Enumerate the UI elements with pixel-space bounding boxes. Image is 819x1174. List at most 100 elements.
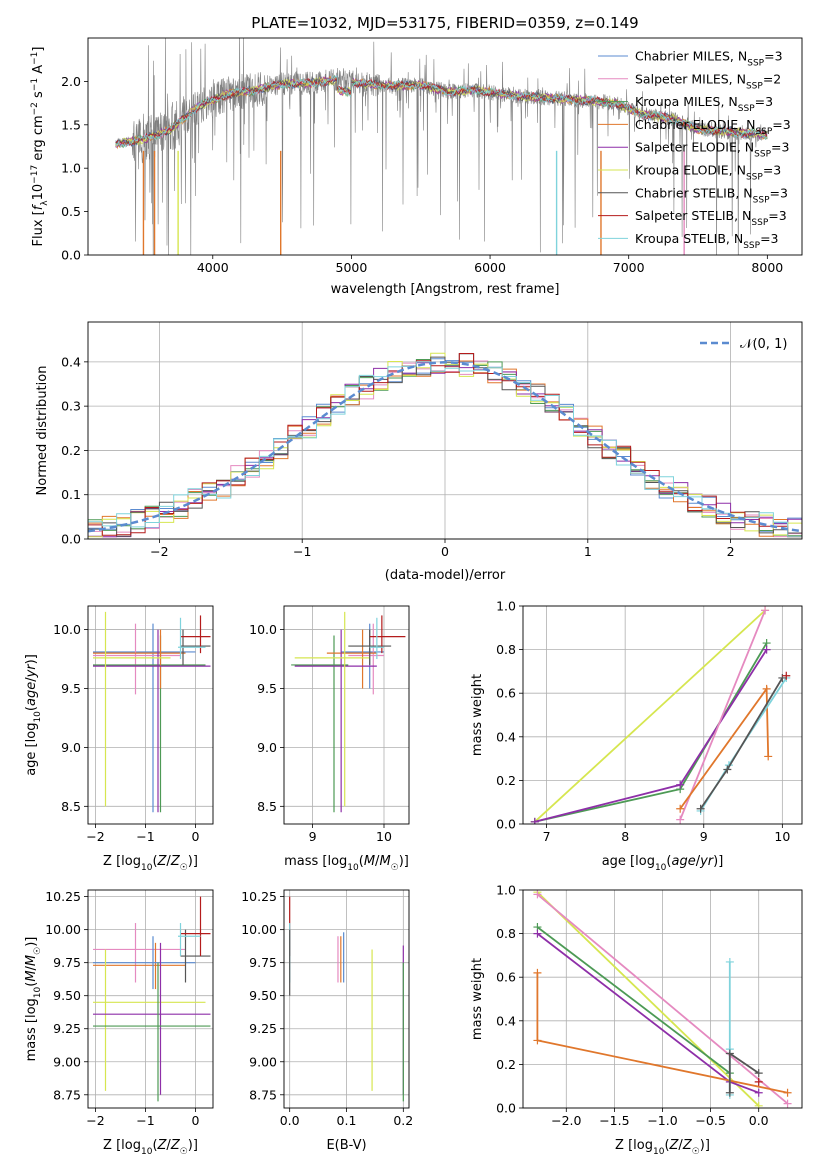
legend-entry: Salpeter STELIB, NSSP=3 (635, 208, 787, 228)
x-axis-label: age [log10(age/yr)] (602, 854, 724, 873)
y-tick-label: 0.6 (496, 686, 516, 701)
residuals-plot-area (88, 352, 802, 538)
y-tick-label: 0.0 (61, 532, 81, 547)
age-vs-mass-panel: 9 10 8.5 9.0 9.5 10.0 mass [log10(M/M☉)] (249, 605, 410, 873)
x-tick-label: −0.5 (695, 1113, 725, 1128)
mass-vs-ebv-panel: 0.0 0.1 0.2 8.75 9.00 9.25 9.50 9.75 10.00 10.25 E… (241, 889, 413, 1153)
age-vs-Z-panel: −2 −1 0 8.5 9.0 9.5 10.0 Z [log10(Z/Z☉)] age [lo… (24, 605, 214, 873)
y-axis-label: Normed distribution (35, 366, 50, 496)
legend-entry: Chabrier MILES, NSSP=3 (635, 49, 783, 69)
legend-entry: Kroupa MILES, NSSP=3 (635, 94, 773, 114)
y-tick-label: 9.0 (257, 740, 277, 755)
x-tick-label: 0.0 (749, 1113, 769, 1128)
model-spectrum-line (115, 76, 768, 147)
residuals-panel: −2 −1 0 1 2 0.0 0.1 0.2 0.3 0.4 (data-model)/error… (35, 321, 803, 583)
x-tick-label: 0.2 (393, 1113, 413, 1128)
weight-series-line (679, 686, 770, 810)
axes-frame (87, 605, 214, 825)
y-tick-label: 0.0 (496, 1101, 516, 1116)
weight-point-marker (762, 645, 771, 654)
weight-vs-age-panel: 7 8 9 10 0.0 0.2 0.4 0.6 0.8 1.0 age [log10(age/yr… (470, 599, 803, 873)
x-tick-label: 9 (700, 829, 708, 844)
weight-point-marker (676, 804, 685, 813)
spectrum-panel: 4000 5000 6000 7000 8000 0.0 0.5 1.0 1.5 2.0 wavel… (30, 37, 803, 297)
x-tick-label: 1 (584, 544, 592, 559)
y-tick-label: 9.25 (249, 1021, 277, 1036)
y-tick-label: 0.2 (496, 773, 516, 788)
x-tick-label: 6000 (474, 260, 506, 275)
y-tick-label: 8.75 (249, 1087, 277, 1102)
axes-frame (87, 37, 803, 256)
y-tick-label: 1.0 (496, 883, 516, 898)
y-tick-label: 10.25 (45, 889, 81, 904)
weight-series-line (534, 609, 766, 823)
y-tick-label: 0.8 (496, 926, 516, 941)
x-axis-label: wavelength [Angstrom, rest frame] (331, 282, 560, 297)
y-axis-label: mass weight (470, 958, 485, 1040)
x-tick-label: −1 (136, 829, 154, 844)
x-axis-label: Z [log10(Z/Z☉)] (103, 854, 198, 873)
weight-point-marker (696, 804, 705, 813)
x-tick-label: 0 (192, 829, 200, 844)
y-tick-label: 9.25 (53, 1021, 81, 1036)
y-tick-label: 10.25 (241, 889, 277, 904)
y-tick-label: 0.4 (61, 354, 81, 369)
mass-vs-Z-plot-area (93, 896, 211, 1102)
x-tick-label: −1 (136, 1113, 154, 1128)
y-tick-label: 0.3 (61, 399, 81, 414)
y-tick-label: 8.75 (53, 1087, 81, 1102)
weight-series-line (536, 891, 760, 1107)
weight-vs-Z-plot-area (533, 890, 792, 1108)
weight-point-marker (725, 957, 734, 966)
x-tick-label: 0.1 (337, 1113, 357, 1128)
x-tick-label: −1 (293, 544, 311, 559)
weight-series-line (534, 642, 768, 823)
legend-entry: Salpeter ELODIE, NSSP=3 (635, 140, 789, 160)
x-tick-label: 0 (441, 544, 449, 559)
y-tick-label: 9.50 (53, 988, 81, 1003)
y-axis-label: mass [log10(M/M☉)] (24, 937, 43, 1062)
y-tick-label: 0.1 (61, 487, 81, 502)
y-tick-label: 9.5 (61, 681, 81, 696)
y-tick-label: 10.0 (249, 622, 277, 637)
y-tick-label: 1.0 (496, 599, 516, 614)
x-tick-label: 0.0 (280, 1113, 300, 1128)
y-tick-label: 9.50 (249, 988, 277, 1003)
x-tick-label: 8000 (751, 260, 783, 275)
x-axis-label: mass [log10(M/M☉)] (284, 854, 409, 873)
x-tick-label: 7000 (613, 260, 645, 275)
y-axis-label: mass weight (470, 674, 485, 756)
y-tick-label: 8.5 (257, 799, 277, 814)
weight-point-marker (725, 1049, 734, 1058)
legend-entry: Chabrier ELODIE, NSSP=3 (635, 117, 791, 137)
weight-vs-Z-panel: −2.0 −1.5 −1.0 −0.5 0.0 0.0 0.2 0.4 0.6 0.8 1.0 Z [… (470, 883, 803, 1157)
y-tick-label: 0.0 (61, 248, 81, 263)
y-tick-label: 9.0 (61, 740, 81, 755)
x-tick-label: −2 (86, 829, 104, 844)
weight-point-marker (530, 817, 539, 824)
y-tick-label: 9.00 (249, 1054, 277, 1069)
model-spectrum-line (115, 74, 768, 149)
legend-entry: Kroupa ELODIE, NSSP=3 (635, 163, 781, 183)
y-tick-label: 0.4 (496, 729, 516, 744)
weight-point-marker (723, 765, 732, 774)
x-tick-label: −1.0 (647, 1113, 677, 1128)
normal-curve-line (88, 361, 802, 533)
x-tick-label: −1.5 (599, 1113, 629, 1128)
x-tick-label: 10 (774, 829, 790, 844)
legend-entry: 𝒩(0, 1) (740, 337, 787, 352)
age-vs-Z-plot-area (93, 611, 211, 813)
y-tick-label: 9.75 (249, 955, 277, 970)
x-axis-label: (data-model)/error (385, 568, 506, 583)
x-tick-label: −2.0 (551, 1113, 581, 1128)
x-tick-label: 8 (621, 829, 629, 844)
x-tick-label: −2 (86, 1113, 104, 1128)
weight-point-marker (533, 968, 542, 977)
y-tick-label: 10.00 (45, 922, 81, 937)
y-tick-label: 0.0 (496, 817, 516, 832)
weight-point-marker (754, 1069, 763, 1078)
weight-series-line (536, 926, 731, 1074)
weight-series-line (679, 610, 766, 820)
